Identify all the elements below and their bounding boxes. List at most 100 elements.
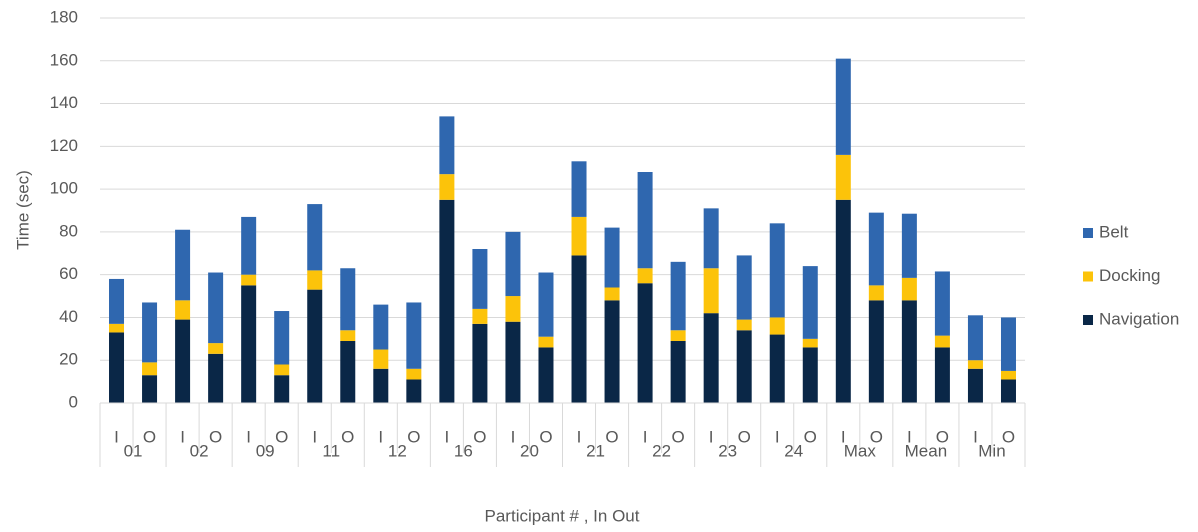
bar-segment	[241, 285, 257, 403]
x-tick-label: I	[973, 427, 978, 446]
bar-segment	[868, 212, 884, 286]
y-tick-label: 0	[69, 392, 78, 411]
bar-segment	[769, 223, 785, 318]
group-label: 09	[256, 441, 275, 460]
bar-segment	[835, 154, 851, 200]
y-tick-label: 160	[50, 50, 78, 69]
bar-segment	[967, 368, 983, 403]
bar-segment	[208, 353, 224, 403]
bar-segment	[703, 268, 719, 314]
bar-segment	[439, 174, 455, 200]
bar-segment	[604, 300, 620, 403]
y-tick-label: 140	[50, 93, 78, 112]
legend-swatch	[1083, 315, 1093, 325]
group-label: 21	[586, 441, 605, 460]
bar-segment	[736, 330, 752, 403]
x-tick-label: I	[246, 427, 251, 446]
x-tick-label: I	[775, 427, 780, 446]
bar-segment	[934, 335, 950, 348]
x-axis-title: Participant # , In Out	[485, 506, 640, 525]
group-label: 02	[190, 441, 209, 460]
legend-swatch	[1083, 271, 1093, 282]
bar-segment	[538, 347, 554, 403]
bar-segment	[373, 368, 389, 403]
bar-segment	[373, 349, 389, 369]
bar-segment	[637, 268, 653, 284]
bar-segment	[802, 347, 818, 403]
bar-segment	[670, 261, 686, 331]
x-tick-label: O	[738, 427, 751, 446]
x-tick-label: I	[709, 427, 714, 446]
legend-label: Navigation	[1099, 309, 1179, 328]
bar-segment	[538, 272, 554, 337]
bar-segment	[175, 319, 191, 403]
bar-segment	[967, 360, 983, 369]
y-tick-label: 20	[59, 350, 78, 369]
bar-segment	[274, 375, 290, 403]
bar-segment	[901, 213, 917, 278]
bar-segment	[538, 336, 554, 348]
bar-segment	[736, 255, 752, 320]
bar-segment	[406, 379, 422, 403]
bar-segment	[340, 268, 356, 331]
bar-segment	[901, 300, 917, 403]
bar-segment	[868, 285, 884, 301]
bar-segment	[571, 255, 587, 403]
x-tick-label: I	[312, 427, 317, 446]
group-label: 20	[520, 441, 539, 460]
y-tick-label: 120	[50, 136, 78, 155]
group-label: Max	[844, 441, 877, 460]
bar-segment	[439, 116, 455, 175]
legend-label: Docking	[1099, 266, 1160, 285]
bar-segment	[406, 368, 422, 380]
y-axis-title: Time (sec)	[13, 170, 32, 250]
x-tick-label: I	[511, 427, 516, 446]
bar-segment	[901, 277, 917, 301]
bar-segment	[274, 364, 290, 376]
bar-segment	[208, 272, 224, 344]
bar-segment	[307, 289, 323, 403]
bar-segment	[769, 334, 785, 403]
bar-segment	[406, 302, 422, 369]
x-tick-label: I	[378, 427, 383, 446]
bar-segment	[439, 199, 455, 403]
group-label: 16	[454, 441, 473, 460]
bar-segment	[967, 315, 983, 361]
x-tick-label: O	[407, 427, 420, 446]
bar-segment	[868, 300, 884, 403]
bar-segment	[1000, 379, 1016, 403]
bar-segment	[109, 323, 125, 333]
x-tick-label: I	[180, 427, 185, 446]
x-tick-label: O	[209, 427, 222, 446]
bar-segment	[835, 58, 851, 155]
x-tick-label: I	[841, 427, 846, 446]
bar-segment	[472, 249, 488, 309]
bar-segment	[175, 300, 191, 320]
x-tick-label: O	[473, 427, 486, 446]
bar-segment	[934, 347, 950, 403]
x-tick-label: O	[936, 427, 949, 446]
bar-segment	[736, 319, 752, 331]
group-label: Mean	[905, 441, 948, 460]
bar-segment	[142, 362, 158, 376]
bar-segment	[604, 227, 620, 288]
group-label: 22	[652, 441, 671, 460]
y-tick-label: 100	[50, 179, 78, 198]
bar-segment	[373, 304, 389, 350]
group-label: 23	[718, 441, 737, 460]
x-tick-label: O	[870, 427, 883, 446]
group-label: 11	[322, 441, 340, 460]
x-tick-label: O	[341, 427, 354, 446]
bar-segment	[241, 216, 257, 275]
x-tick-label: O	[143, 427, 156, 446]
bar-segment	[769, 317, 785, 335]
bar-segment	[670, 340, 686, 403]
bar-segment	[472, 323, 488, 403]
bar-segment	[1000, 370, 1016, 380]
bar-segment	[637, 172, 653, 269]
bar-segment	[571, 161, 587, 217]
y-tick-label: 180	[50, 7, 78, 26]
group-label: Min	[978, 441, 1005, 460]
x-tick-label: O	[275, 427, 288, 446]
x-tick-label: I	[114, 427, 119, 446]
